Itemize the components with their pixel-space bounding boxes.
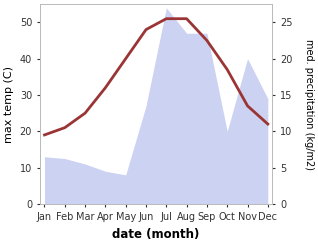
X-axis label: date (month): date (month) xyxy=(113,228,200,241)
Y-axis label: max temp (C): max temp (C) xyxy=(4,66,14,143)
Y-axis label: med. precipitation (kg/m2): med. precipitation (kg/m2) xyxy=(304,38,314,170)
